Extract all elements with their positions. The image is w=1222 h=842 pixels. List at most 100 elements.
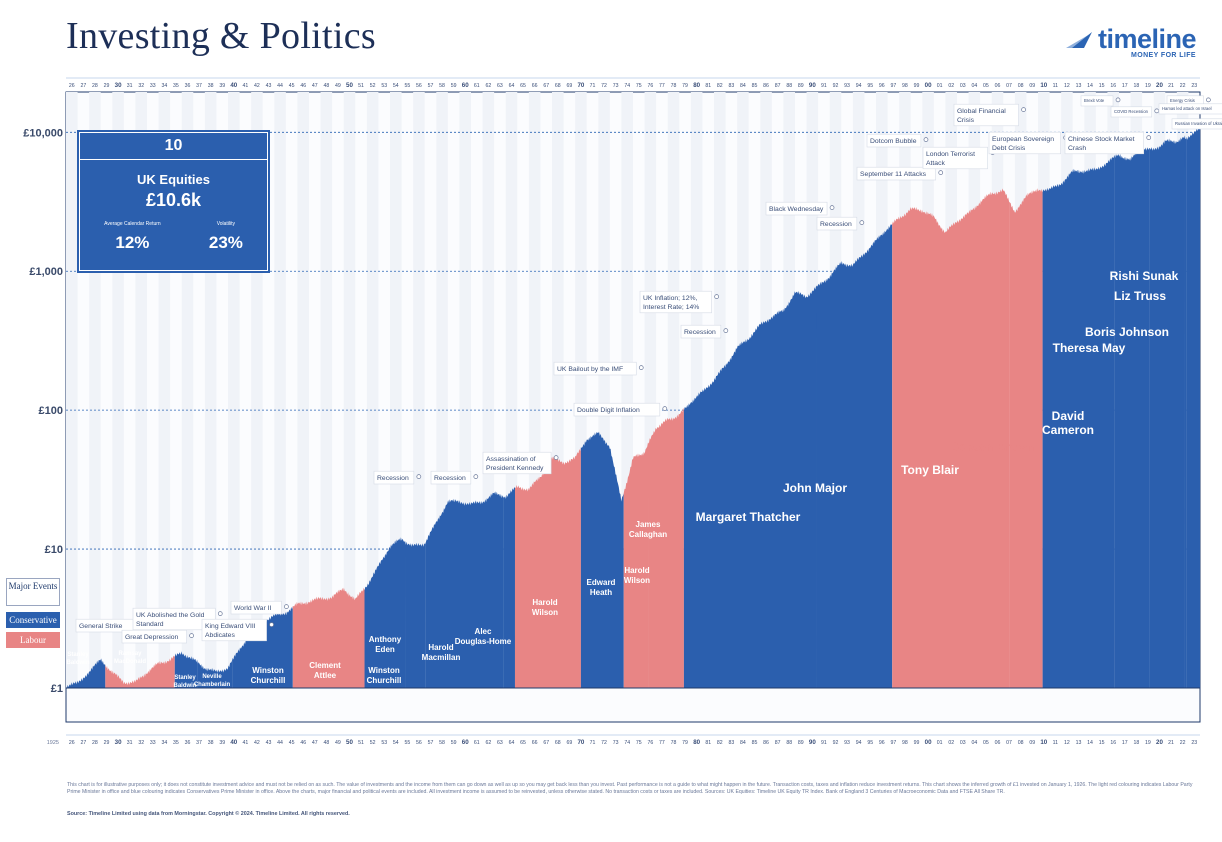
year-tick-label: 35 [173,740,179,746]
pm-label: Baldwin [173,683,196,689]
year-tick-label: 03 [960,83,966,89]
year-tick-label: 58 [439,740,445,746]
year-tick-label: 69 [566,83,572,89]
event-label: Abdicates [205,632,235,639]
area-conservative-term [503,487,515,688]
year-tick-label: 52 [370,83,376,89]
event-label: COVID Recession [1114,109,1149,114]
year-tick-label: 34 [161,740,167,746]
event-box [1110,106,1153,118]
year-stripe [112,92,124,688]
year-tick-label: 00 [925,82,932,89]
year-tick-label: 58 [439,83,445,89]
event-box [988,131,1061,155]
year-stripe [528,92,541,688]
year-stripe [690,92,703,688]
year-tick-label: 80 [693,82,700,89]
event-marker [1146,135,1152,140]
year-tick-label: 98 [902,83,908,89]
year-tick-label: 13 [1076,83,1082,89]
source-note: Source: Timeline Limited using data from… [67,811,350,817]
year-tick-label: 36 [185,83,191,89]
year-tick-label: 54 [393,740,399,746]
year-tick-label: 76 [647,740,653,746]
year-tick-label: 72 [601,83,607,89]
year-tick-label: 90 [809,739,816,746]
year-tick-label: 60 [462,739,469,746]
year-tick-label: 17 [1122,83,1128,89]
year-tick-label: 78 [671,83,677,89]
year-tick-label: 64 [509,83,515,89]
year-tick-label: 50 [346,82,353,89]
year-tick-label: 59 [451,83,457,89]
year-tick-label: 99 [914,83,920,89]
year-tick-label: 14 [1087,740,1093,746]
year-stripe [343,92,356,688]
year-tick-label: 43 [266,83,272,89]
year-tick-label: 37 [196,83,202,89]
year-tick-label: 46 [300,83,306,89]
year-stripe [413,92,425,688]
event-box [765,201,828,216]
event-box [639,290,712,314]
return-label: Average Calendar Return [104,221,161,227]
year-tick-label: 49 [335,83,341,89]
year-tick-label: 51 [358,740,364,746]
area-labour-term [105,655,175,688]
pm-label: Tony Blair [901,463,959,477]
year-tick-label: 64 [509,740,515,746]
legend-events-toggle[interactable]: Major Events [6,578,60,606]
year-tick-label: 93 [844,740,850,746]
chart-canvas: 26 27 28 29 30 31 32 33 34 35 36 37 38 39 40 41 42 43 44 45… [23,77,1222,746]
year-tick-label: 68 [555,83,561,89]
year-tick-label: 01 [937,83,943,89]
year-stripe [505,92,518,688]
event-label: Interest Rate; 14% [643,304,699,311]
pm-label: Churchill [367,676,402,685]
year-stripe [366,92,379,688]
event-box [1171,118,1222,130]
event-label: UK Inflation; 12%, [643,295,698,302]
pm-label: Winston [368,666,400,675]
year-tick-label: 95 [867,740,873,746]
year-tick-label: 32 [138,740,144,746]
year-tick-label: 46 [300,740,306,746]
event-label: UK Abolished the Gold [136,612,205,619]
return-value: 12% [115,233,150,252]
event-marker [1021,107,1026,112]
volatility-stat: Volatility 23% [209,221,243,253]
year-tick-label: 48 [323,83,329,89]
year-tick-label: 27 [80,83,86,89]
legend-events-label: Major Events [8,581,58,591]
event-label: Assassination of [486,456,536,463]
year-tick-label: 63 [497,740,503,746]
year-tick-label: 87 [775,83,781,89]
year-tick-label: 88 [786,740,792,746]
area-labour-term [292,587,365,688]
year-stripe [204,92,217,688]
year-tick-label: 65 [520,83,526,89]
info-box-value: £10.6k [145,190,202,210]
year-tick-label: 07 [1006,83,1012,89]
pm-label: Chamberlain [194,682,231,688]
logo-tagline: MONEY FOR LIFE [1131,52,1196,59]
event-label: Recession [684,329,716,336]
year-tick-label: 06 [995,83,1001,89]
event-label: Recession [434,475,466,482]
event-label: Russian Invasion of Ukraine [1175,121,1222,126]
year-tick-label: 26 [69,740,75,746]
area-conservative-term [66,658,106,689]
pm-label: Clement [309,661,341,670]
year-tick-label: 57 [428,740,434,746]
year-stripe [89,92,101,688]
event-box [866,133,922,148]
year-tick-label: 63 [497,83,503,89]
year-tick-label: 97 [890,83,896,89]
event-marker [829,205,835,210]
event-label: President Kennedy [486,465,544,472]
year-tick-label: 19 [1145,740,1151,746]
pm-label: Edward [587,578,616,587]
year-tick-label: 70 [577,739,584,746]
event-marker [553,455,559,460]
year-tick-label: 51 [358,83,364,89]
